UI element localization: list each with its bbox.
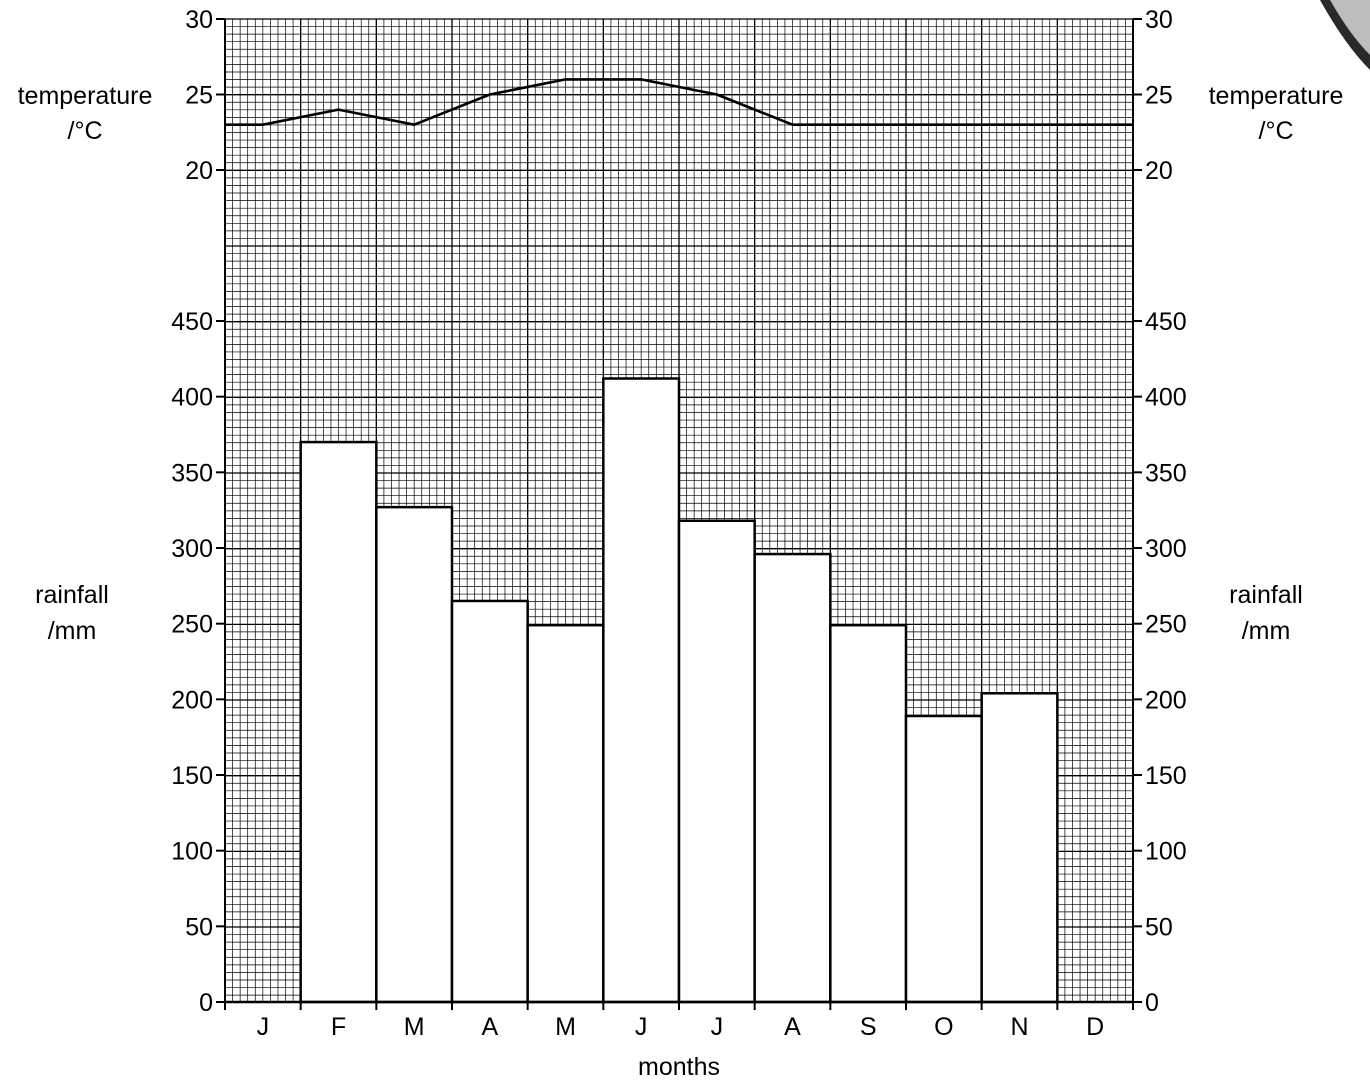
rainfall-bar-11 xyxy=(980,692,1059,1004)
month-label-9: S xyxy=(860,1013,877,1041)
temp-tick-25-label-left: 25 xyxy=(185,82,213,110)
rainfall-bar-2 xyxy=(299,440,378,1004)
rain-tick-350-label-left: 350 xyxy=(171,459,213,487)
rain-tick-200-label-right: 200 xyxy=(1145,686,1187,714)
temp-axis-title-left-1: temperature xyxy=(18,82,153,110)
month-label-7: J xyxy=(711,1013,724,1041)
rain-tick-0-label-left: 0 xyxy=(199,989,213,1017)
corner-stamp-mark xyxy=(1260,0,1370,110)
rain-tick-350-label-right: 350 xyxy=(1145,459,1187,487)
temp-axis-title-right-1: temperature xyxy=(1209,82,1344,110)
rain-axis-title-right-2: /mm xyxy=(1242,617,1291,645)
month-label-10: O xyxy=(934,1013,953,1041)
month-label-8: A xyxy=(784,1013,801,1041)
rain-axis-title-right-1: rainfall xyxy=(1229,581,1303,609)
rain-tick-150-label-left: 150 xyxy=(171,762,213,790)
month-label-4: A xyxy=(481,1013,498,1041)
rainfall-bar-4 xyxy=(450,599,529,1004)
rain-tick-150-label-right: 150 xyxy=(1145,762,1187,790)
month-label-3: M xyxy=(404,1013,425,1041)
rain-tick-450-label-left: 450 xyxy=(171,308,213,336)
month-label-11: N xyxy=(1010,1013,1028,1041)
rainfall-bar-6 xyxy=(602,377,681,1004)
month-label-1: J xyxy=(257,1013,270,1041)
temp-tick-20-label-left: 20 xyxy=(185,157,213,185)
month-label-5: M xyxy=(555,1013,576,1041)
rain-tick-400-label-left: 400 xyxy=(171,384,213,412)
temp-tick-20-label-right: 20 xyxy=(1145,157,1173,185)
rain-tick-50-label-right: 50 xyxy=(1145,913,1173,941)
month-label-6: J xyxy=(635,1013,648,1041)
temp-tick-25-label-right: 25 xyxy=(1145,82,1173,110)
month-label-2: F xyxy=(331,1013,346,1041)
temp-tick-30-label-left: 30 xyxy=(185,6,213,34)
rain-tick-200-label-left: 200 xyxy=(171,686,213,714)
rain-tick-0-label-right: 0 xyxy=(1145,989,1159,1017)
rain-axis-title-left-1: rainfall xyxy=(35,581,109,609)
temperature-series-line xyxy=(225,78,1133,126)
temp-axis-title-right-2: /°C xyxy=(1259,117,1294,145)
rain-tick-300-label-right: 300 xyxy=(1145,535,1187,563)
rain-axis-title-left-2: /mm xyxy=(48,617,97,645)
temperature-line xyxy=(225,78,1133,126)
rain-tick-400-label-right: 400 xyxy=(1145,384,1187,412)
rain-tick-100-label-right: 100 xyxy=(1145,838,1187,866)
temp-axis-title-left-2: /°C xyxy=(68,117,103,145)
rain-tick-250-label-right: 250 xyxy=(1145,611,1187,639)
rain-tick-300-label-left: 300 xyxy=(171,535,213,563)
rain-tick-50-label-left: 50 xyxy=(185,913,213,941)
rainfall-bar-10 xyxy=(904,714,983,1004)
rainfall-bars xyxy=(299,377,1059,1004)
rain-tick-100-label-left: 100 xyxy=(171,838,213,866)
x-axis-title: months xyxy=(638,1053,720,1081)
rainfall-bar-9 xyxy=(829,623,908,1004)
rainfall-bar-3 xyxy=(375,505,454,1004)
rainfall-bar-7 xyxy=(677,519,756,1004)
month-label-12: D xyxy=(1086,1013,1104,1041)
rainfall-bar-5 xyxy=(526,623,605,1004)
rainfall-bar-8 xyxy=(753,552,832,1004)
rain-tick-450-label-right: 450 xyxy=(1145,308,1187,336)
temp-tick-30-label-right: 30 xyxy=(1145,6,1173,34)
rain-tick-250-label-left: 250 xyxy=(171,611,213,639)
